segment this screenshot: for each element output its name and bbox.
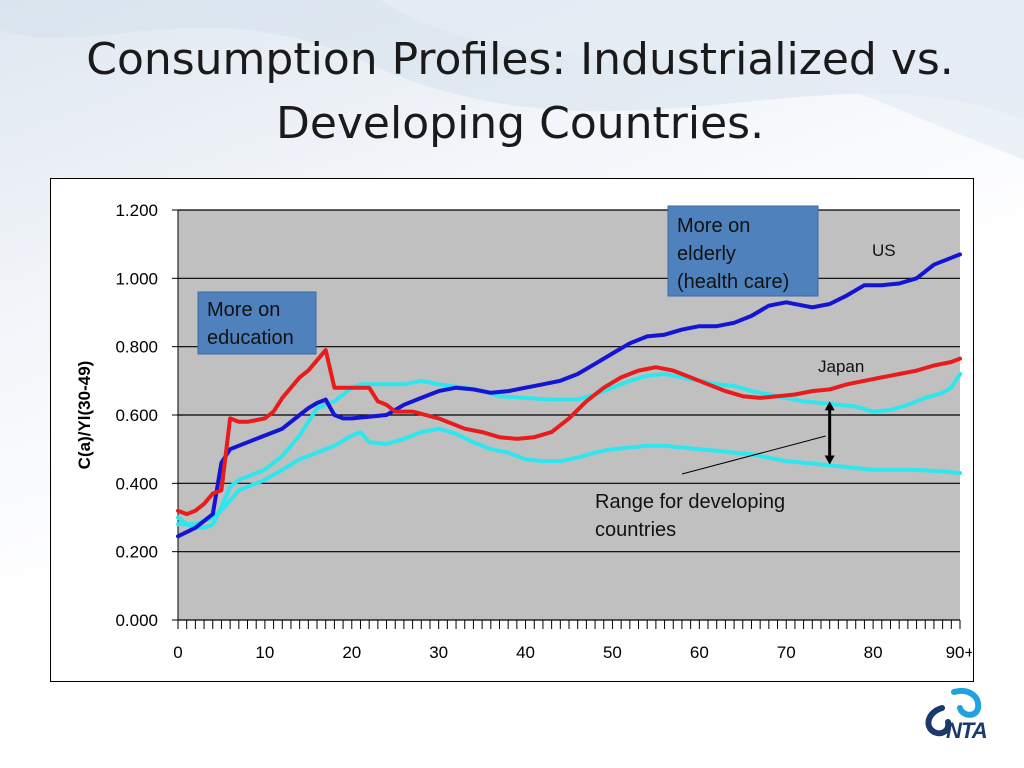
slide-title: Consumption Profiles: Industrialized vs.… — [40, 28, 1000, 156]
line-chart: 0.000 0.200 0.400 0.600 0.800 1.000 1.200 0 10 20… — [75, 201, 972, 662]
annotation-text-range: Range for developing — [595, 491, 785, 513]
x-tick-label: 10 — [255, 643, 274, 662]
annotation-text-japan_label: Japan — [818, 357, 864, 376]
title-line-1: Consumption Profiles: Industrialized vs. — [86, 34, 954, 85]
y-axis-title: C(a)/Yl(30-49) — [75, 361, 94, 470]
annotation-text-range: countries — [595, 519, 676, 541]
annotation-text-elderly: (health care) — [677, 271, 789, 293]
series-line-developing-lower — [176, 426, 962, 527]
x-tick-label: 60 — [690, 643, 709, 662]
annotation-box-education — [197, 291, 317, 355]
annotation-box-elderly — [667, 205, 819, 297]
title-line-2: Developing Countries. — [275, 98, 765, 149]
x-tick-label: 70 — [777, 643, 796, 662]
x-tick-label: 90+ — [946, 643, 972, 662]
x-tick-label: 30 — [429, 643, 448, 662]
y-tick-label: 0.000 — [115, 611, 158, 630]
y-tick-label: 0.600 — [115, 406, 158, 425]
series-line-developing-upper — [176, 372, 962, 530]
series-line-us — [176, 252, 962, 539]
range-arrow-head-down — [824, 455, 835, 465]
range-leader-line — [681, 435, 826, 475]
annotation-text-us_label: US — [872, 241, 896, 260]
y-tick-label: 0.800 — [115, 338, 158, 357]
y-tick-label: 0.400 — [115, 474, 158, 493]
annotation-text-elderly: elderly — [677, 243, 736, 265]
x-tick-label: 0 — [173, 643, 182, 662]
annotation-text-education: More on — [207, 299, 280, 321]
x-tick-label: 20 — [342, 643, 361, 662]
y-tick-label: 1.000 — [115, 269, 158, 288]
annotation-text-education: education — [207, 327, 294, 349]
x-tick-label: 40 — [516, 643, 535, 662]
series-line-japan — [176, 348, 962, 517]
x-tick-label: 80 — [864, 643, 883, 662]
nta-logo-icon — [925, 688, 982, 737]
x-tick-label: 50 — [603, 643, 622, 662]
y-tick-label: 0.200 — [115, 543, 158, 562]
annotation-text-elderly: More on — [677, 215, 750, 237]
y-tick-label: 1.200 — [115, 201, 158, 220]
range-arrow-head-up — [824, 401, 835, 411]
logo-text: NTA — [946, 718, 988, 743]
